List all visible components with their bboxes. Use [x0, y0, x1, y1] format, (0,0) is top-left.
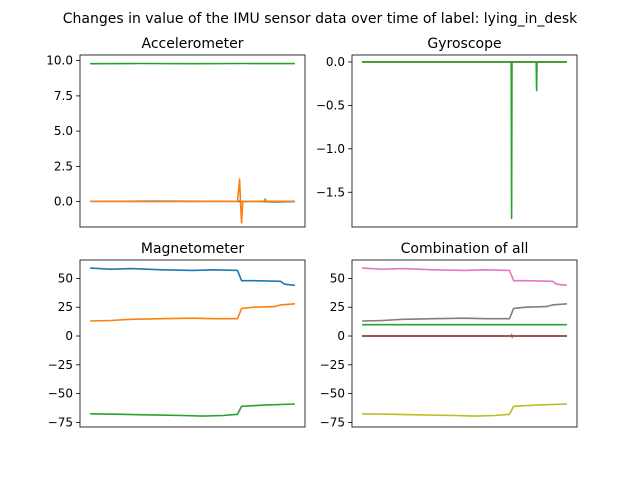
y-tick-label: 7.5	[54, 89, 73, 103]
subplot-1: Accelerometer 0.0 2.5 5.0 7.5 10.0	[46, 36, 306, 228]
subplot-title: Combination of all	[401, 241, 529, 257]
series-line-3	[362, 61, 567, 220]
y-tick-label: −50	[320, 387, 345, 401]
y-tick-label: −75	[320, 415, 345, 429]
y-tick-label: −0.5	[316, 98, 345, 112]
axes-frame	[351, 54, 578, 228]
y-tick-label: 25	[330, 300, 345, 314]
y-tick-label: 0.0	[54, 195, 73, 209]
subplot-title: Accelerometer	[142, 36, 244, 52]
y-tick-label: 0	[65, 329, 73, 343]
y-tick-label: 2.5	[54, 159, 73, 173]
y-tick-label: 50	[330, 271, 345, 285]
series-line-1	[90, 267, 295, 287]
subplot-4: Combination of all 50 25 0 −25 −50 −75	[320, 241, 578, 429]
y-tick-label: −25	[48, 358, 73, 372]
series-line-2	[90, 178, 295, 224]
figure-suptitle: Changes in value of the IMU sensor data …	[63, 11, 578, 27]
y-tick-label: 25	[58, 300, 73, 314]
series-line-3	[90, 403, 295, 417]
series-line-2	[90, 303, 295, 322]
series-line-9	[362, 403, 567, 417]
axes-frame	[351, 259, 578, 428]
y-tick-label: −25	[320, 358, 345, 372]
series-line-7	[362, 267, 567, 287]
y-tick-label: 50	[58, 271, 73, 285]
y-tick-label: 10.0	[46, 54, 73, 68]
subplot-2: Gyroscope 0.0 −0.5 −1.0 −1.5	[316, 36, 578, 228]
y-tick-label: 0.0	[326, 55, 345, 69]
y-tick-label: 5.0	[54, 124, 73, 138]
y-tick-label: −1.0	[316, 142, 345, 156]
axes-frame	[79, 54, 306, 228]
subplot-title: Gyroscope	[427, 36, 501, 52]
y-tick-label: −75	[48, 415, 73, 429]
subplot-3: Magnetometer 50 25 0 −25 −50 −75	[48, 241, 306, 429]
y-tick-label: −1.5	[316, 185, 345, 199]
y-tick-label: 0	[337, 329, 345, 343]
series-line-8	[362, 303, 567, 322]
subplots-grid: Accelerometer 0.0 2.5 5.0 7.5 10.0 Gyroscope 0.…	[46, 36, 578, 429]
subplot-title: Magnetometer	[141, 241, 244, 257]
y-tick-label: −50	[48, 387, 73, 401]
axes-frame	[79, 259, 306, 428]
